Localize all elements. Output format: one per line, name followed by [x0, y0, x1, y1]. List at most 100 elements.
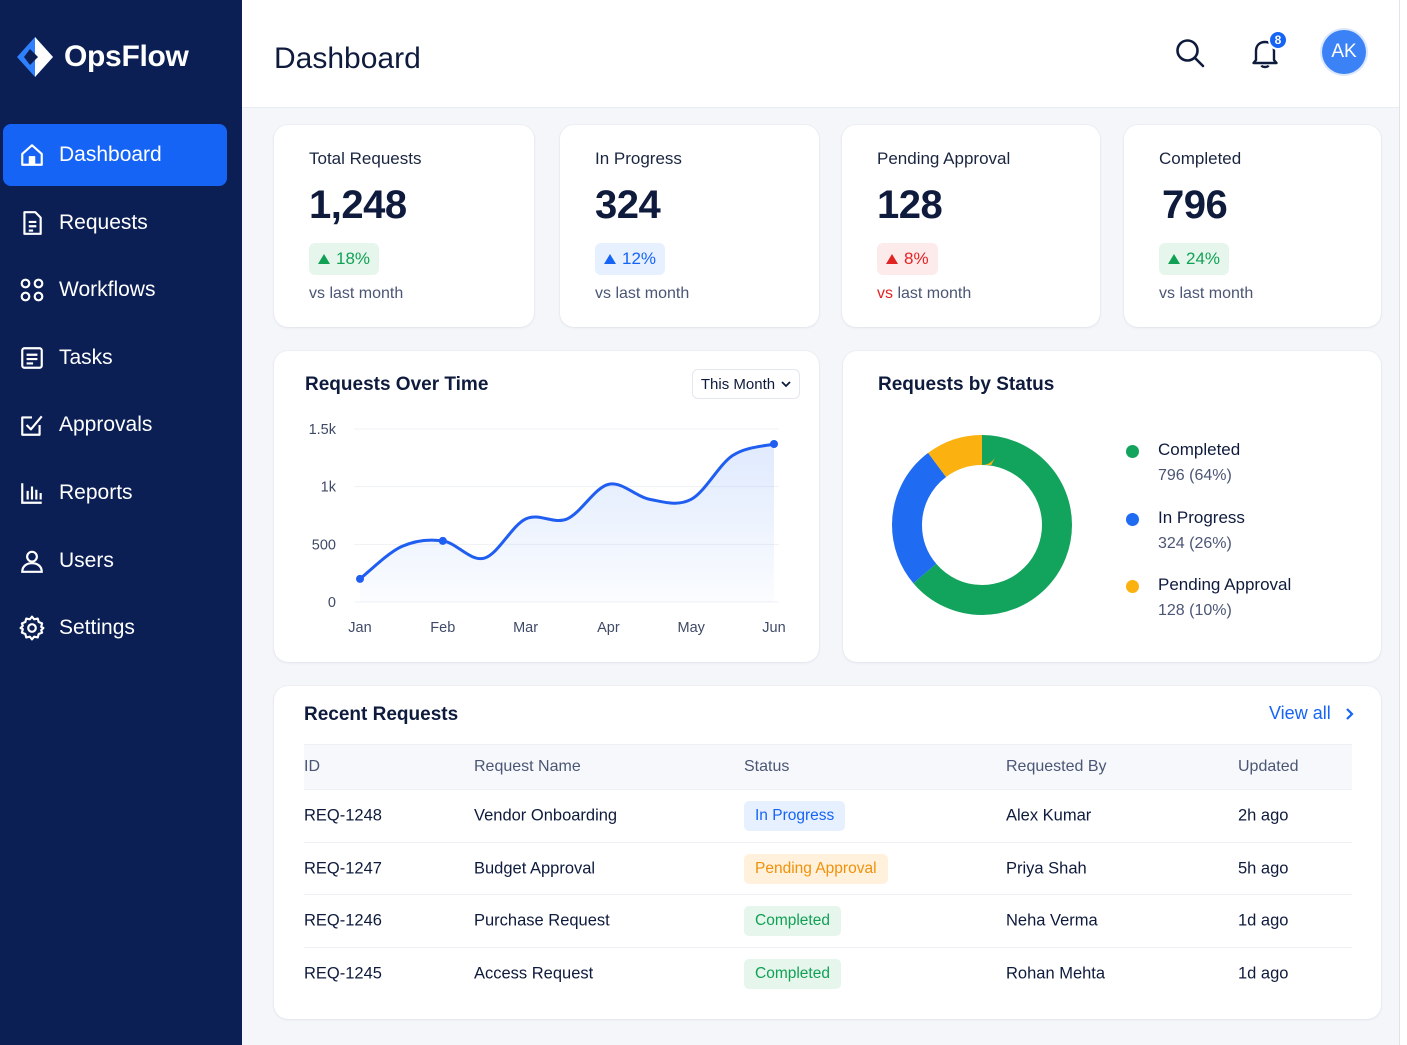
- status-badge: Completed: [744, 906, 841, 937]
- card-title: Requests Over Time: [305, 374, 489, 395]
- line-chart: 0 500 1k 1.5k Jan Feb Mar Apr May Jun: [309, 422, 786, 636]
- column-header-updated[interactable]: Updated: [1238, 758, 1299, 775]
- user-icon: [21, 550, 43, 573]
- x-tick-label: Apr: [597, 620, 620, 636]
- cell-id: REQ-1245: [304, 964, 382, 983]
- y-tick-label: 500: [312, 537, 336, 553]
- stat-change: 18%: [336, 249, 371, 268]
- view-all-label: View all: [1269, 703, 1331, 723]
- search-icon[interactable]: [1174, 37, 1206, 69]
- stat-subtext: vs last month: [1159, 285, 1254, 302]
- card-title: Requests by Status: [878, 374, 1055, 395]
- stat-card-in-progress: In Progress 324 12% vs last month: [560, 125, 819, 327]
- sidebar-item-label: Users: [59, 548, 114, 572]
- cell-id: REQ-1248: [304, 806, 382, 825]
- y-tick-label: 1k: [321, 480, 337, 496]
- cell-updated: 1d ago: [1238, 964, 1289, 983]
- table-row[interactable]: REQ-1245 Access Request Completed Rohan …: [304, 948, 1352, 1001]
- x-tick-label: Jun: [762, 620, 785, 636]
- series-line: [358, 442, 776, 581]
- column-header-requested-by[interactable]: Requested By: [1006, 758, 1107, 775]
- column-header-name[interactable]: Request Name: [474, 758, 581, 775]
- status-badge: In Progress: [744, 800, 846, 831]
- legend-label: Pending Approval: [1158, 575, 1292, 594]
- cell-name: Access Request: [474, 964, 594, 983]
- requests-by-status-card: Requests by Status Completed 796 (64%) I…: [843, 351, 1381, 662]
- stat-subtext-prefix: vs: [877, 285, 893, 302]
- cell-name: Vendor Onboarding: [474, 806, 618, 825]
- legend-value: 324 (26%): [1158, 535, 1232, 552]
- window-edge: [1399, 0, 1407, 1045]
- avatar[interactable]: AK: [1322, 30, 1366, 74]
- view-all-link[interactable]: View all: [1269, 703, 1354, 724]
- stat-change-badge: 24%: [1159, 243, 1230, 275]
- series-area: [360, 443, 774, 602]
- slice-pending-approval[interactable]: [892, 435, 1072, 615]
- table-row[interactable]: REQ-1248 Vendor Onboarding In Progress A…: [304, 790, 1352, 843]
- chevron-down-icon: [781, 381, 791, 388]
- document-icon: [23, 210, 42, 235]
- x-tick-label: Mar: [513, 620, 538, 636]
- sidebar-item-approvals[interactable]: Approvals: [3, 394, 227, 456]
- data-point[interactable]: [770, 439, 778, 448]
- chevron-right-icon: [1345, 707, 1354, 720]
- sidebar-item-workflows[interactable]: Workflows: [3, 259, 227, 321]
- column-header-id[interactable]: ID: [304, 758, 320, 775]
- x-tick-label: Feb: [430, 620, 455, 636]
- x-tick-label: Jan: [348, 620, 371, 636]
- brand[interactable]: OpsFlow: [16, 36, 189, 78]
- range-dropdown[interactable]: This Month: [692, 369, 800, 399]
- trend-up-icon: [1168, 254, 1180, 264]
- data-point[interactable]: [438, 536, 447, 545]
- stat-subtext: vs last month: [309, 285, 404, 302]
- stat-value: 324: [595, 183, 661, 227]
- sidebar-item-tasks[interactable]: Tasks: [3, 327, 227, 389]
- legend-value: 796 (64%): [1158, 467, 1232, 484]
- sidebar-item-label: Approvals: [59, 413, 153, 437]
- sidebar-item-users[interactable]: Users: [3, 530, 227, 592]
- sidebar-item-settings[interactable]: Settings: [3, 597, 227, 659]
- table-row[interactable]: REQ-1247 Budget Approval Pending Approva…: [304, 843, 1352, 896]
- stat-change-badge: 12%: [595, 243, 666, 275]
- opsflow-logo-icon: [17, 37, 53, 77]
- tasks-icon: [21, 346, 43, 369]
- column-header-status[interactable]: Status: [744, 758, 790, 775]
- stat-label: In Progress: [595, 149, 682, 168]
- cell-name: Budget Approval: [474, 859, 596, 878]
- recent-requests-card: Recent Requests View all ID Request Name…: [274, 686, 1381, 1019]
- sidebar: OpsFlow Dashboard Requests Workflows Tas…: [0, 0, 242, 1045]
- stat-value: 1,248: [309, 183, 407, 227]
- stat-card-completed: Completed 796 24% vs last month: [1124, 125, 1381, 327]
- card-title: Recent Requests: [304, 704, 459, 725]
- requests-over-time-card: Requests Over Time This Month 0 500 1k 1.5k…: [274, 351, 819, 662]
- cell-name: Purchase Request: [474, 911, 610, 930]
- sidebar-item-label: Dashboard: [59, 143, 162, 166]
- grid-dots-icon: [20, 278, 44, 302]
- top-header: Dashboard 8 AK: [242, 0, 1399, 108]
- cell-updated: 2h ago: [1238, 806, 1289, 825]
- gear-icon: [19, 615, 45, 641]
- bar-chart-icon: [21, 483, 42, 504]
- stat-change: 24%: [1186, 249, 1221, 268]
- cell-id: REQ-1247: [304, 859, 382, 878]
- sidebar-item-reports[interactable]: Reports: [3, 462, 227, 524]
- stat-subtext-rest: last month: [897, 285, 972, 302]
- legend-dot: [1126, 513, 1139, 526]
- home-icon: [21, 144, 43, 166]
- stat-label: Completed: [1159, 149, 1242, 168]
- table-row[interactable]: REQ-1246 Purchase Request Completed Neha…: [304, 895, 1352, 949]
- status-badge: Completed: [744, 959, 841, 990]
- stat-label: Total Requests: [309, 149, 422, 168]
- slice-in-progress[interactable]: [892, 435, 1072, 615]
- trend-up-icon: [886, 254, 898, 264]
- stat-change: 12%: [622, 249, 657, 268]
- cell-requested-by: Neha Verma: [1006, 911, 1098, 930]
- legend-dot: [1126, 580, 1139, 593]
- sidebar-item-requests[interactable]: Requests: [3, 192, 227, 254]
- data-point[interactable]: [356, 574, 364, 583]
- sidebar-item-dashboard[interactable]: Dashboard: [3, 124, 227, 186]
- bell-icon[interactable]: [1248, 36, 1282, 70]
- page-title: Dashboard: [274, 42, 421, 75]
- legend-value: 128 (10%): [1158, 602, 1232, 619]
- cell-requested-by: Rohan Mehta: [1006, 964, 1106, 983]
